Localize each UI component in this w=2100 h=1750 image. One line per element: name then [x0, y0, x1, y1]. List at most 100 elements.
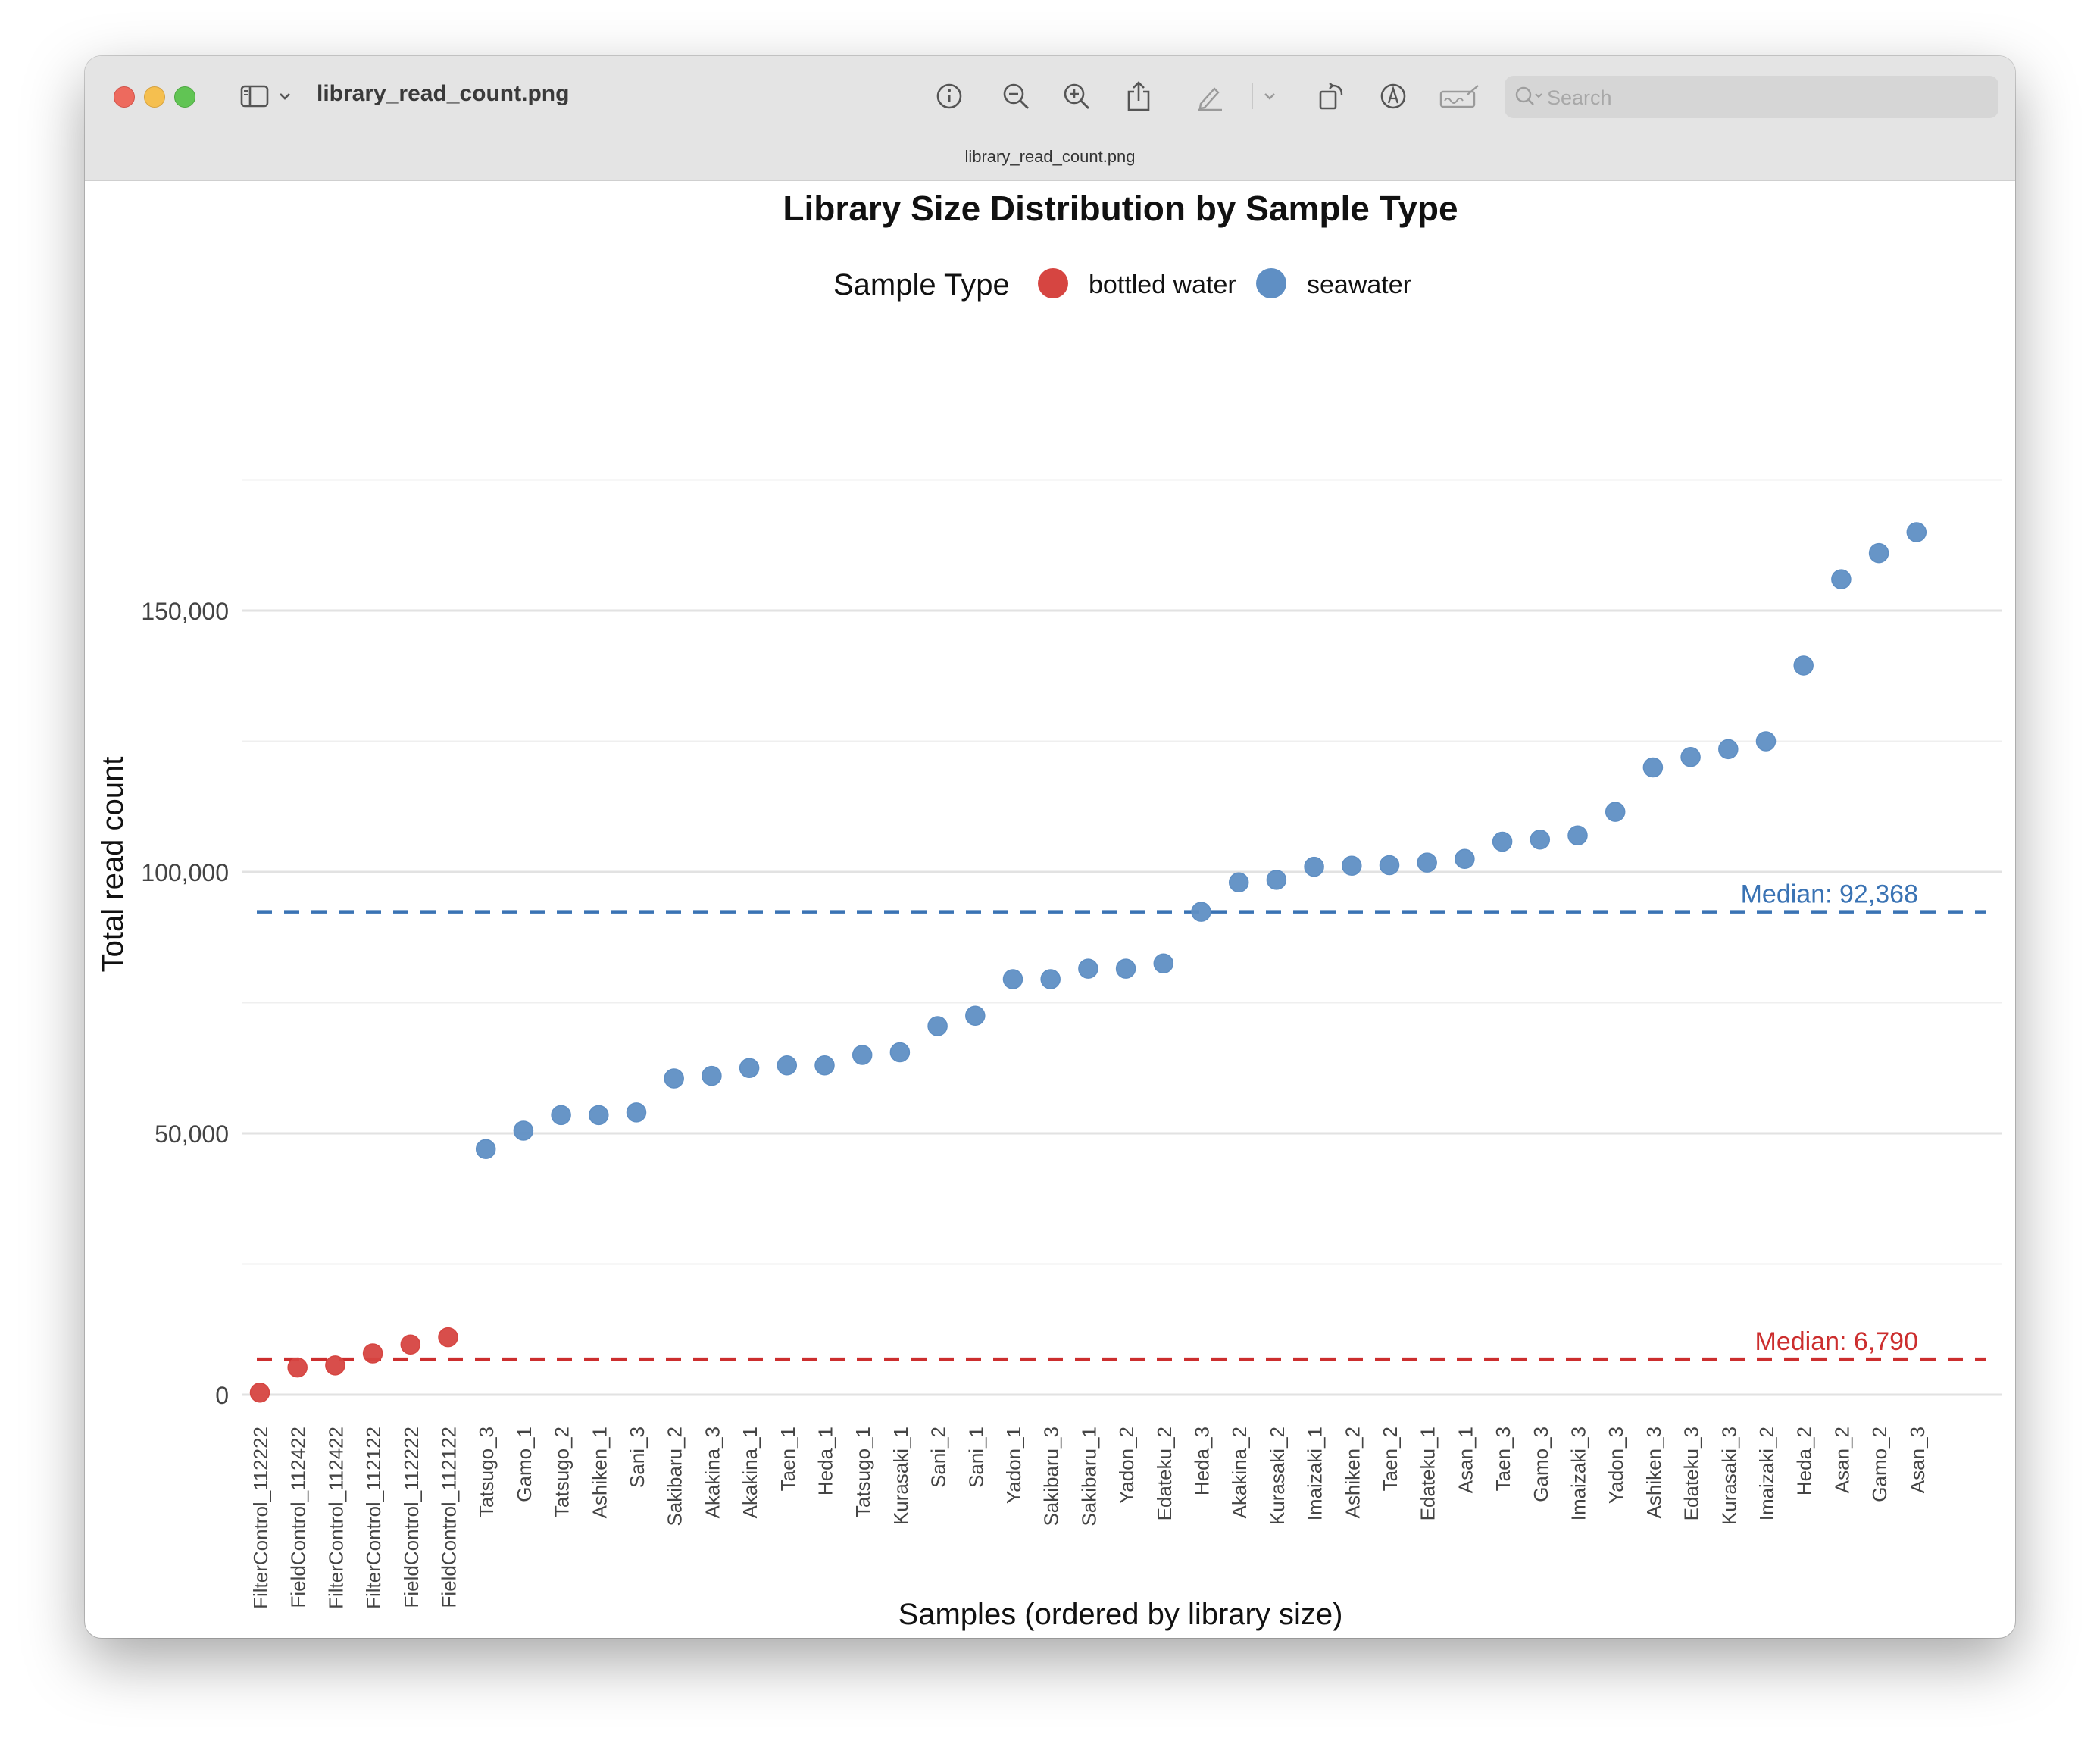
signature-button[interactable] — [1436, 77, 1482, 115]
data-point — [1002, 969, 1023, 989]
x-tick-label: Ashiken_1 — [588, 1427, 611, 1518]
window-title: library_read_count.png — [317, 81, 570, 106]
x-tick-label: Heda_3 — [1191, 1427, 1214, 1495]
title-bar: library_read_count.png — [85, 56, 2015, 181]
zoom-button[interactable] — [174, 86, 195, 108]
sidebar-toggle-button[interactable] — [236, 77, 273, 115]
x-tick-label: Kurasaki_1 — [889, 1427, 912, 1525]
data-point — [1530, 829, 1551, 850]
x-tick-label: Edateku_2 — [1153, 1427, 1176, 1520]
x-tick-label: FilterControl_112422 — [324, 1427, 347, 1609]
data-point — [777, 1055, 798, 1076]
x-tick-label: Imaizaki_1 — [1304, 1427, 1327, 1520]
search-field[interactable] — [1505, 76, 1998, 118]
data-point — [513, 1120, 534, 1141]
x-tick-label: Heda_2 — [1793, 1427, 1816, 1495]
data-point — [475, 1139, 496, 1159]
data-point — [1379, 855, 1400, 876]
median-lines: Median: 6,790 Median: 92,368 — [257, 880, 1986, 1361]
zoom-in-icon — [1064, 83, 1090, 110]
x-tick-label: FieldControl_112422 — [287, 1427, 310, 1608]
data-point — [889, 1042, 911, 1063]
data-point — [1793, 655, 1814, 676]
chevron-down-icon — [1264, 93, 1275, 100]
legend-title: Sample Type — [833, 268, 1010, 302]
x-tick-label: Gamo_3 — [1530, 1427, 1552, 1502]
gridlines — [242, 479, 2002, 1396]
rotate-icon — [1319, 83, 1343, 110]
y-axis-ticks: 0 50,000 100,000 150,000 — [141, 598, 229, 1409]
x-tick-label: Tatsugo_3 — [475, 1427, 498, 1517]
data-point — [1078, 958, 1098, 979]
x-tick-label: Kurasaki_2 — [1266, 1427, 1289, 1525]
data-point — [927, 1016, 948, 1036]
x-tick-label: Taen_1 — [777, 1427, 799, 1491]
x-tick-label: Sakibaru_3 — [1040, 1427, 1063, 1527]
data-point — [325, 1355, 345, 1376]
x-tick-label: FieldControl_112122 — [438, 1427, 461, 1608]
info-button[interactable] — [930, 77, 968, 115]
data-point — [1868, 542, 1889, 564]
data-point — [1906, 522, 1927, 542]
y-tick-label: 0 — [215, 1382, 229, 1409]
data-point — [438, 1327, 458, 1348]
chevron-down-icon — [280, 93, 290, 100]
close-button[interactable] — [114, 86, 135, 108]
search-icon — [1514, 85, 1544, 113]
markup-pen-icon — [1198, 87, 1222, 111]
signature-icon — [1439, 85, 1479, 108]
data-point — [664, 1068, 684, 1089]
data-point — [400, 1334, 421, 1355]
data-point — [739, 1058, 760, 1078]
data-point — [1115, 958, 1136, 979]
x-tick-label: Imaizaki_3 — [1567, 1427, 1590, 1520]
x-tick-label: Gamo_1 — [513, 1427, 536, 1502]
x-tick-label: Yadon_1 — [1002, 1427, 1025, 1504]
data-point — [1680, 746, 1701, 767]
data-point — [1153, 953, 1174, 973]
x-tick-label: Taen_3 — [1492, 1427, 1514, 1491]
data-point — [1342, 855, 1362, 876]
rotate-button[interactable] — [1312, 77, 1350, 115]
minimize-button[interactable] — [144, 86, 165, 108]
x-tick-label: Asan_3 — [1906, 1427, 1929, 1493]
data-point — [626, 1102, 647, 1123]
x-tick-label: Akakina_1 — [739, 1427, 761, 1518]
info-icon — [936, 83, 962, 109]
x-tick-label: Tatsugo_1 — [852, 1427, 874, 1517]
zoom-in-button[interactable] — [1058, 77, 1095, 115]
markup-button[interactable] — [1191, 77, 1229, 115]
y-tick-label: 150,000 — [141, 598, 229, 625]
x-tick-label: Edateku_1 — [1417, 1427, 1439, 1520]
data-point — [1191, 902, 1211, 922]
x-tick-label: Akakina_2 — [1228, 1427, 1251, 1518]
legend: Sample Type bottled water seawater — [833, 268, 1411, 302]
x-tick-label: Heda_1 — [814, 1427, 837, 1495]
y-axis-label: Total read count — [96, 757, 130, 973]
x-axis-label: Samples (ordered by library size) — [898, 1598, 1343, 1631]
data-point — [1040, 969, 1061, 989]
search-input[interactable] — [1545, 82, 1988, 114]
share-icon — [1127, 81, 1150, 111]
x-tick-label: FilterControl_112222 — [249, 1427, 272, 1609]
data-point — [1266, 870, 1287, 890]
scatter-chart: Library Size Distribution by Sample Type… — [96, 189, 2002, 1631]
data-point — [1718, 739, 1739, 760]
data-point — [287, 1357, 308, 1378]
x-tick-label: FilterControl_112122 — [362, 1427, 385, 1609]
annotate-button[interactable] — [1374, 77, 1412, 115]
data-point — [1492, 831, 1513, 852]
markup-menu-button[interactable] — [1261, 77, 1279, 115]
sidebar-menu-button[interactable] — [276, 77, 294, 115]
x-tick-label: Sani_2 — [927, 1427, 950, 1488]
zoom-out-icon — [1003, 83, 1030, 110]
x-tick-label: Yadon_3 — [1605, 1427, 1627, 1504]
x-tick-label: Imaizaki_2 — [1755, 1427, 1778, 1520]
share-button[interactable] — [1120, 77, 1158, 115]
data-point — [1605, 802, 1626, 822]
data-point — [965, 1005, 986, 1026]
x-tick-label: Taen_2 — [1379, 1427, 1402, 1491]
zoom-out-button[interactable] — [997, 77, 1035, 115]
data-point — [589, 1105, 609, 1126]
x-tick-label: FieldControl_112222 — [400, 1427, 423, 1608]
